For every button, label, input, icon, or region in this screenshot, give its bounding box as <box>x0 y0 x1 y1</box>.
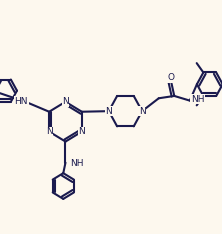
Text: NH: NH <box>191 95 204 104</box>
Text: NH: NH <box>70 159 84 168</box>
Text: N: N <box>78 127 85 136</box>
Text: N: N <box>105 107 112 116</box>
Text: N: N <box>62 97 69 106</box>
Text: HN: HN <box>15 97 28 106</box>
Text: N: N <box>139 107 145 116</box>
Text: O: O <box>167 73 174 82</box>
Text: N: N <box>46 127 53 136</box>
